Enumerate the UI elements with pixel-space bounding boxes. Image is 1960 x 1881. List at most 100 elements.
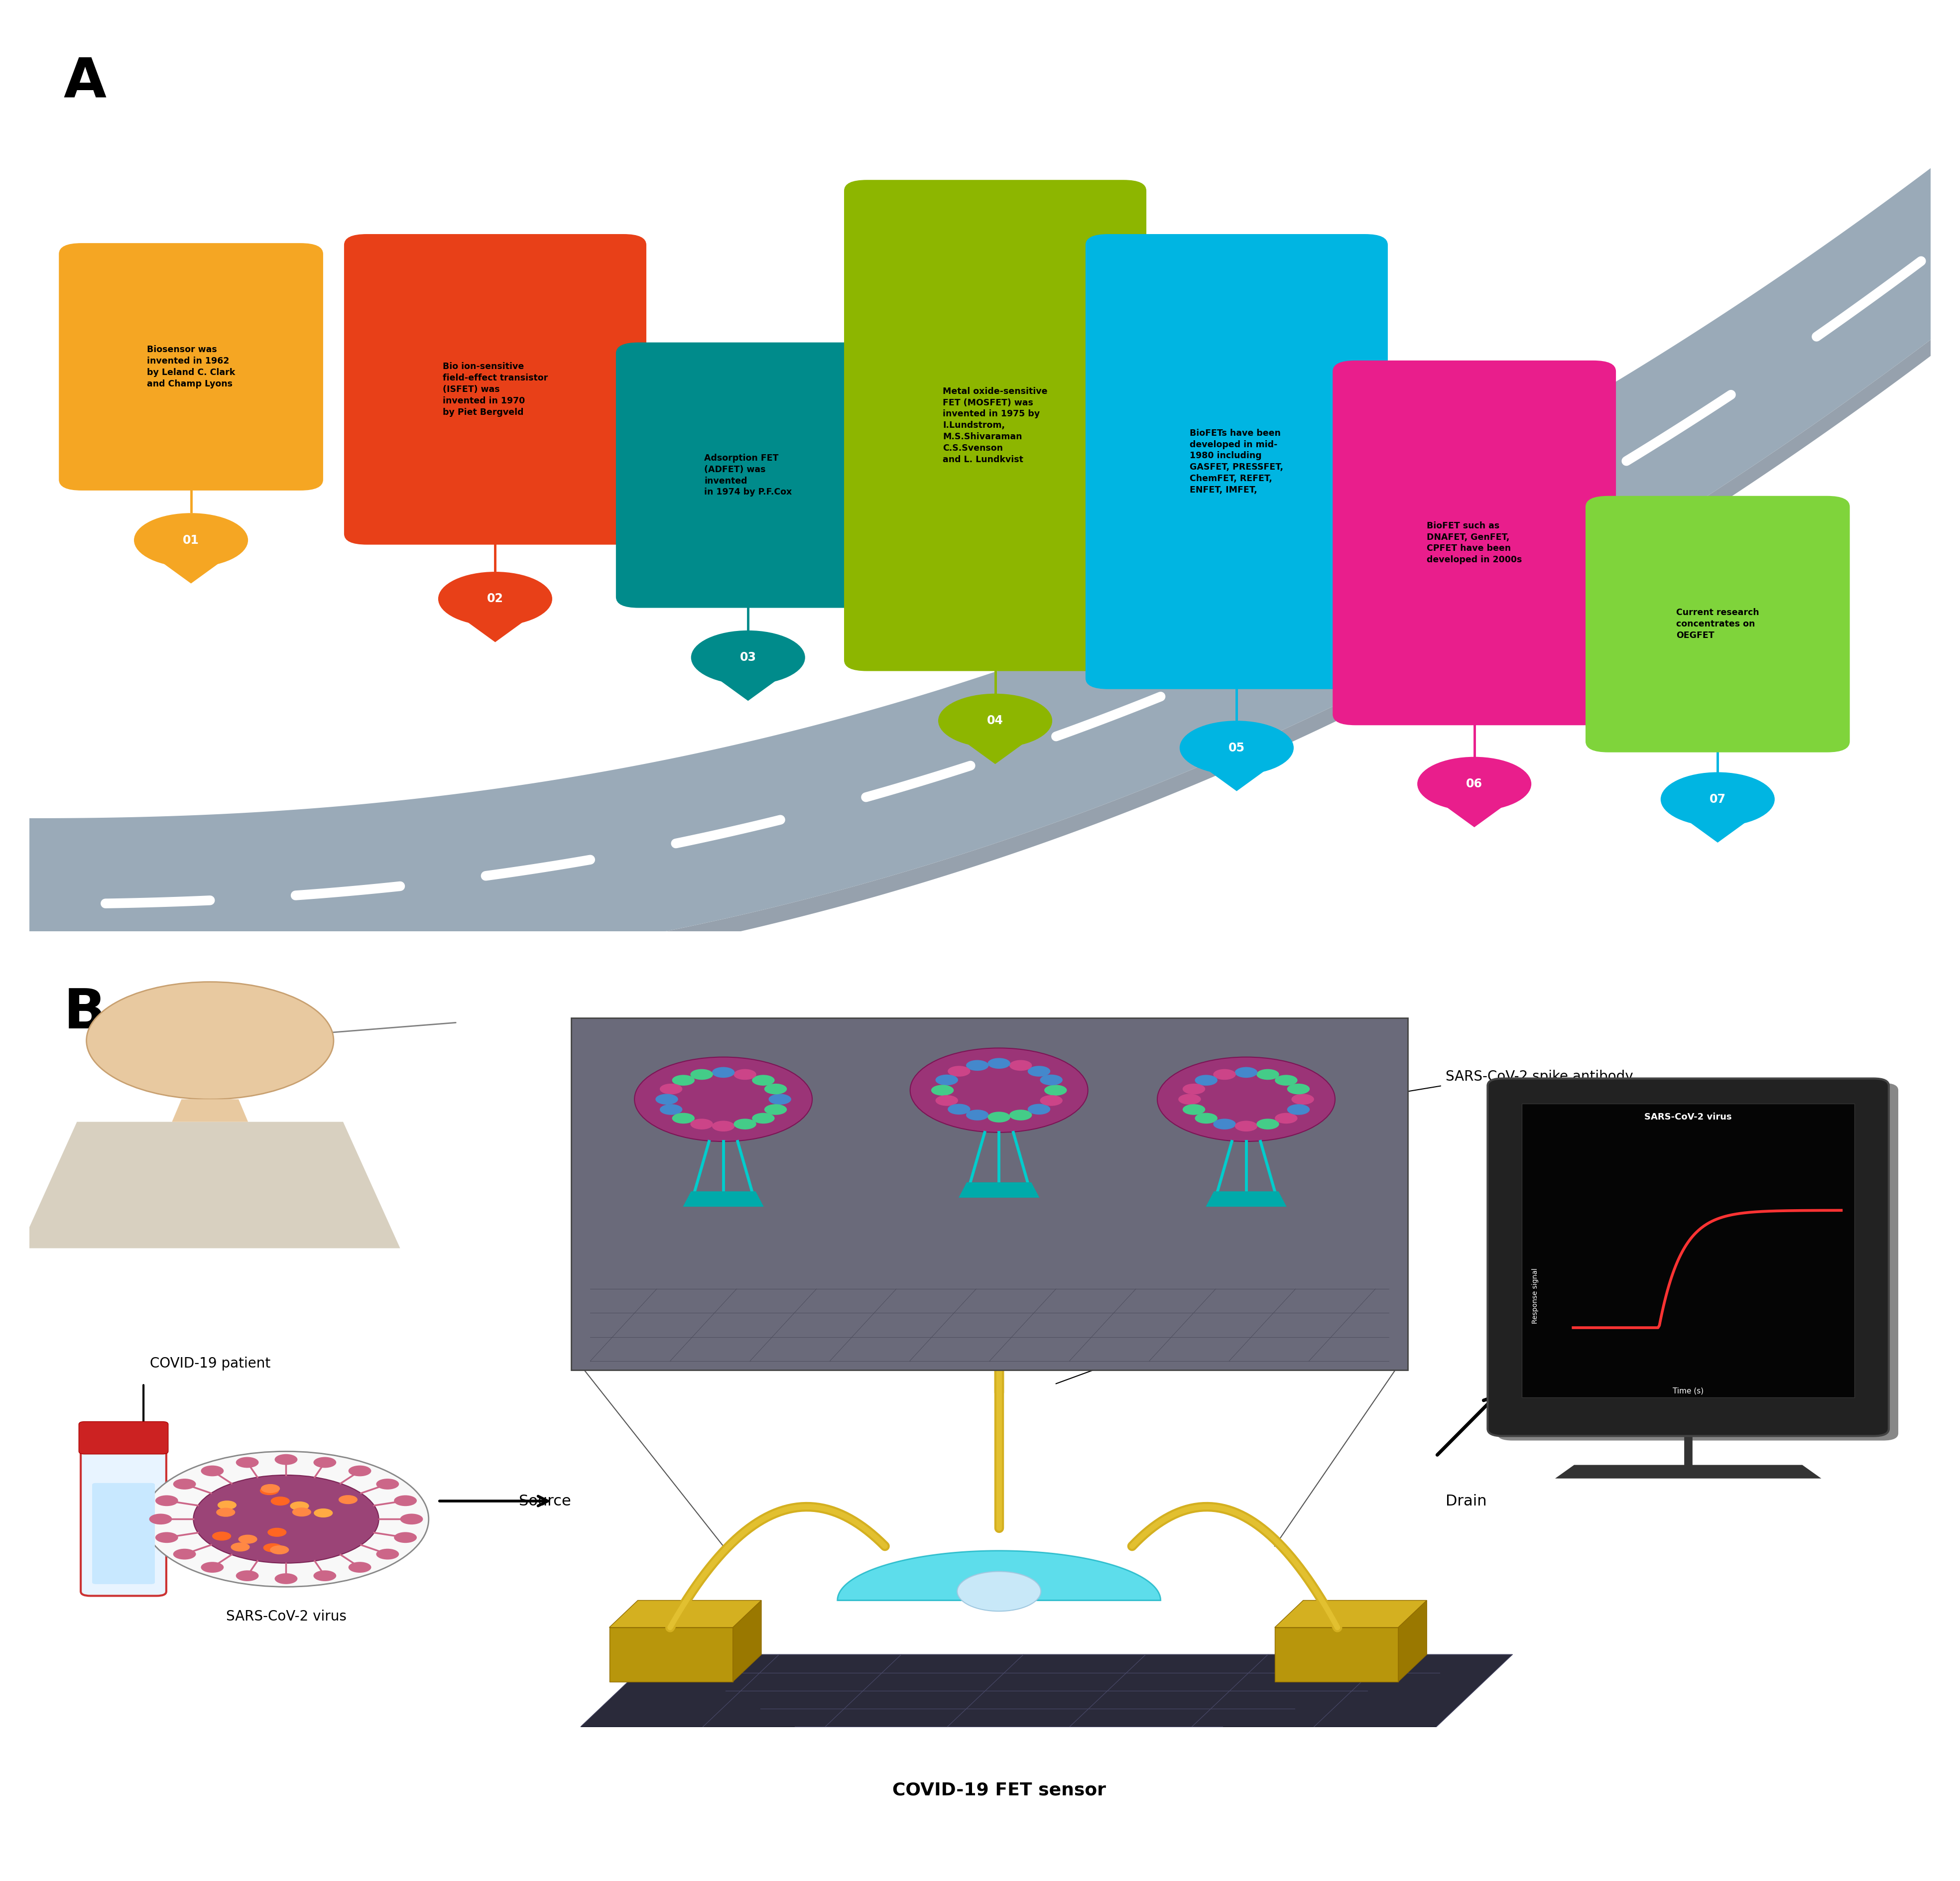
FancyBboxPatch shape: [615, 342, 880, 608]
FancyBboxPatch shape: [1086, 233, 1388, 688]
Circle shape: [1009, 1110, 1033, 1121]
Circle shape: [1274, 1074, 1298, 1085]
Circle shape: [218, 1501, 237, 1510]
Text: Time (s): Time (s): [1672, 1386, 1703, 1394]
Circle shape: [935, 1074, 958, 1085]
Polygon shape: [1425, 792, 1523, 828]
Polygon shape: [1670, 807, 1766, 843]
Circle shape: [290, 1501, 310, 1510]
Circle shape: [931, 1085, 955, 1095]
Polygon shape: [610, 1601, 760, 1627]
Circle shape: [768, 1095, 792, 1104]
FancyBboxPatch shape: [345, 233, 647, 545]
Circle shape: [149, 1514, 172, 1524]
Circle shape: [672, 1114, 694, 1123]
Text: 06: 06: [1466, 779, 1482, 790]
Circle shape: [314, 1509, 333, 1518]
Circle shape: [1235, 1067, 1258, 1078]
FancyBboxPatch shape: [1521, 1104, 1854, 1398]
Circle shape: [733, 1068, 757, 1080]
FancyBboxPatch shape: [1488, 1078, 1889, 1435]
Circle shape: [1027, 1104, 1051, 1115]
Text: Biosensor was
invented in 1962
by Leland C. Clark
and Champ Lyons: Biosensor was invented in 1962 by Leland…: [147, 346, 235, 387]
Circle shape: [1288, 1083, 1309, 1095]
Circle shape: [1235, 1121, 1258, 1132]
Circle shape: [172, 1478, 196, 1490]
Circle shape: [155, 1533, 178, 1542]
Circle shape: [270, 1497, 290, 1505]
Circle shape: [339, 1495, 357, 1505]
Text: B: B: [63, 986, 106, 1040]
Circle shape: [394, 1533, 417, 1542]
Circle shape: [261, 1484, 280, 1494]
Polygon shape: [447, 608, 543, 641]
Circle shape: [1256, 1119, 1280, 1129]
Circle shape: [349, 1561, 370, 1573]
Polygon shape: [1274, 1627, 1397, 1682]
Text: Drain: Drain: [1446, 1494, 1488, 1509]
Text: COVID-19 patient: COVID-19 patient: [149, 1356, 270, 1371]
Text: SARS-CoV-2 spike antibody: SARS-CoV-2 spike antibody: [1446, 1070, 1633, 1083]
Circle shape: [1256, 1068, 1280, 1080]
Circle shape: [212, 1531, 231, 1541]
Text: Response signal: Response signal: [1531, 1268, 1539, 1324]
Polygon shape: [837, 1550, 1160, 1601]
Circle shape: [661, 1104, 682, 1115]
Circle shape: [200, 1465, 223, 1477]
Text: COVID-19 FET sensor: COVID-19 FET sensor: [892, 1781, 1105, 1798]
Circle shape: [1182, 1083, 1205, 1095]
Circle shape: [314, 1458, 337, 1467]
Circle shape: [764, 1083, 786, 1095]
FancyBboxPatch shape: [92, 1482, 155, 1584]
Circle shape: [1182, 1104, 1205, 1115]
Circle shape: [292, 1507, 312, 1516]
Text: 05: 05: [1229, 741, 1245, 754]
Circle shape: [661, 1083, 682, 1095]
Circle shape: [200, 1561, 223, 1573]
Circle shape: [1156, 1057, 1335, 1142]
Circle shape: [935, 1095, 958, 1106]
Polygon shape: [20, 1121, 400, 1249]
Circle shape: [1288, 1104, 1309, 1115]
Text: 03: 03: [739, 651, 757, 664]
Text: SARS-CoV-2 virus: SARS-CoV-2 virus: [1644, 1114, 1733, 1121]
Polygon shape: [700, 666, 796, 702]
Text: BioFETs have been
developed in mid-
1980 including
GASFET, PRESSFET,
ChemFET, RE: BioFETs have been developed in mid- 1980…: [1190, 429, 1284, 495]
Text: 02: 02: [486, 593, 504, 606]
Circle shape: [949, 1067, 970, 1076]
Polygon shape: [947, 728, 1043, 764]
Circle shape: [1213, 1068, 1237, 1080]
Polygon shape: [958, 1183, 1039, 1198]
Circle shape: [949, 1104, 970, 1115]
Circle shape: [86, 982, 333, 1099]
Polygon shape: [1397, 1601, 1427, 1682]
FancyBboxPatch shape: [1333, 361, 1615, 726]
Circle shape: [274, 1454, 298, 1465]
Circle shape: [274, 1573, 298, 1584]
Circle shape: [672, 1074, 694, 1085]
Circle shape: [439, 572, 553, 626]
Text: Gate: Gate: [1207, 1313, 1245, 1328]
Circle shape: [692, 630, 806, 685]
Circle shape: [394, 1495, 417, 1507]
Circle shape: [400, 1514, 423, 1524]
Text: BioFET such as
DNAFET, GenFET,
CPFET have been
developed in 2000s: BioFET such as DNAFET, GenFET, CPFET hav…: [1427, 521, 1523, 564]
Text: SARS-CoV-2 virus: SARS-CoV-2 virus: [225, 1610, 347, 1623]
Circle shape: [690, 1119, 713, 1129]
Circle shape: [733, 1119, 757, 1129]
Circle shape: [376, 1548, 400, 1559]
Circle shape: [133, 514, 249, 568]
Text: Current research
concentrates on
OEGFET: Current research concentrates on OEGFET: [1676, 608, 1760, 640]
Circle shape: [711, 1121, 735, 1132]
Circle shape: [1045, 1085, 1066, 1095]
Circle shape: [1196, 1114, 1217, 1123]
Polygon shape: [1274, 1601, 1427, 1627]
Circle shape: [635, 1057, 811, 1142]
Circle shape: [753, 1074, 774, 1085]
Text: 01: 01: [182, 534, 200, 545]
Circle shape: [194, 1475, 378, 1563]
Circle shape: [966, 1061, 988, 1070]
Circle shape: [939, 694, 1053, 749]
Polygon shape: [733, 1601, 760, 1682]
Circle shape: [261, 1486, 278, 1495]
